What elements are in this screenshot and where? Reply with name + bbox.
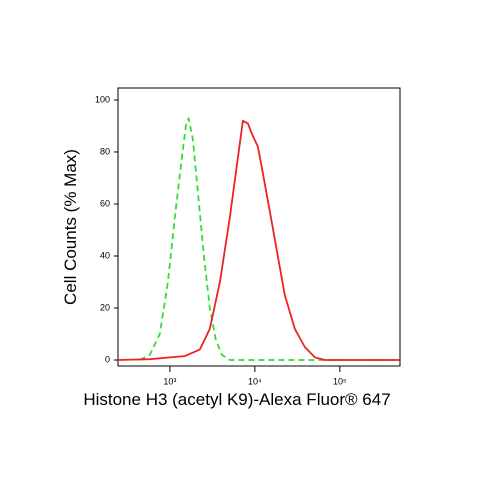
x-tick-label: 10³ — [163, 376, 176, 386]
y-tick-label: 0 — [105, 354, 110, 364]
plot-frame — [117, 87, 401, 367]
y-tick-label: 40 — [100, 250, 110, 260]
x-tick-label: 10⁴ — [248, 376, 262, 386]
x-axis-label: Histone H3 (acetyl K9)-Alexa Fluor® 647 — [83, 390, 390, 409]
y-tick-label: 100 — [95, 94, 110, 104]
y-tick-label: 60 — [100, 198, 110, 208]
y-axis-label: Cell Counts (% Max) — [61, 149, 80, 305]
series-line — [139, 117, 400, 361]
x-tick-label: 10⁵ — [333, 376, 347, 386]
y-tick-label: 80 — [100, 146, 110, 156]
y-tick-label: 20 — [100, 302, 110, 312]
series-line — [117, 119, 400, 361]
